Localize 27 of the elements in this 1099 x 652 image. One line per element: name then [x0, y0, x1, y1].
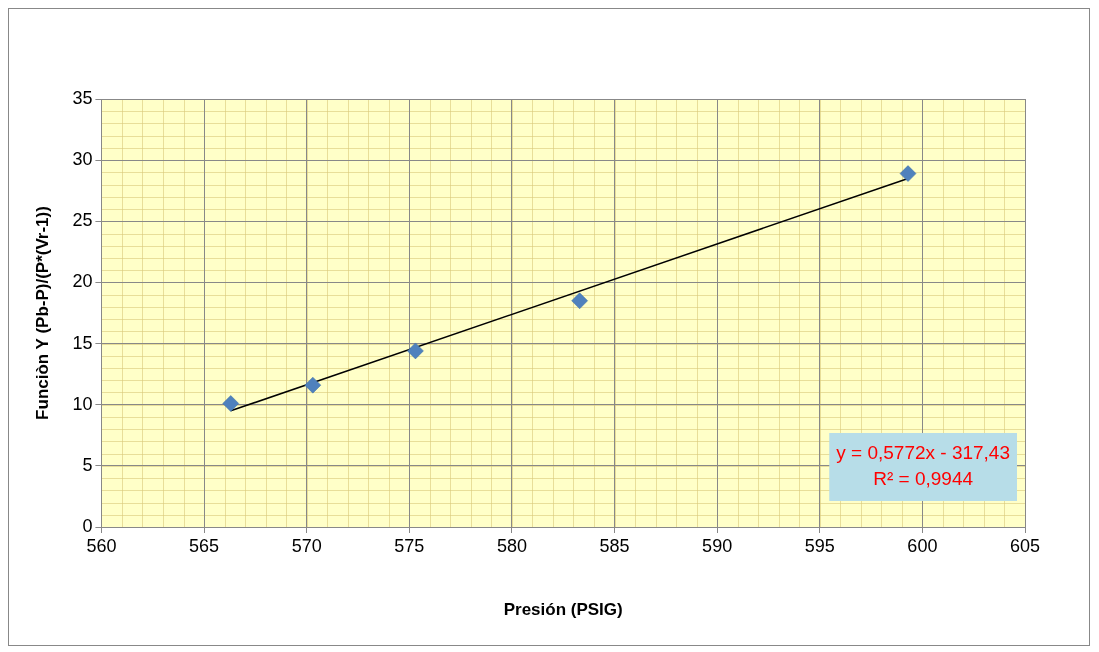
x-tick-label: 570	[291, 535, 322, 556]
x-tick-label: 560	[86, 535, 117, 556]
point	[304, 376, 322, 394]
annotation: y = 0,5772x - 317,43	[836, 442, 1010, 464]
point	[571, 292, 588, 310]
x-tick-label: 575	[394, 535, 425, 556]
x-tick-label: 590	[702, 535, 733, 556]
annotation: R² = 0,9944	[873, 468, 974, 490]
x-tick-label: 580	[496, 535, 527, 556]
y-tick-label: 30	[72, 149, 93, 170]
y-tick-label: 20	[72, 271, 93, 292]
point	[222, 395, 239, 412]
x-tick-label: 595	[804, 535, 835, 556]
y-tick-label: 25	[72, 210, 93, 231]
x-tick-label: 565	[189, 535, 220, 556]
point	[899, 165, 917, 182]
x-axis-title: Presión (PSIG)	[503, 600, 623, 620]
y-tick-label: 15	[72, 332, 93, 353]
y-tick-label: 10	[72, 393, 93, 414]
x-tick-label: 600	[907, 535, 938, 556]
y-axis-title: Funciòn Y (Pb-P)/(P*(Vr-1))	[32, 206, 52, 420]
x-tick-label: 585	[599, 535, 630, 556]
y-tick-label: 5	[82, 454, 93, 475]
y-tick-label: 0	[82, 515, 93, 536]
x-tick-label: 605	[1009, 535, 1041, 556]
point	[407, 342, 424, 360]
y-tick-label: 35	[72, 87, 93, 108]
